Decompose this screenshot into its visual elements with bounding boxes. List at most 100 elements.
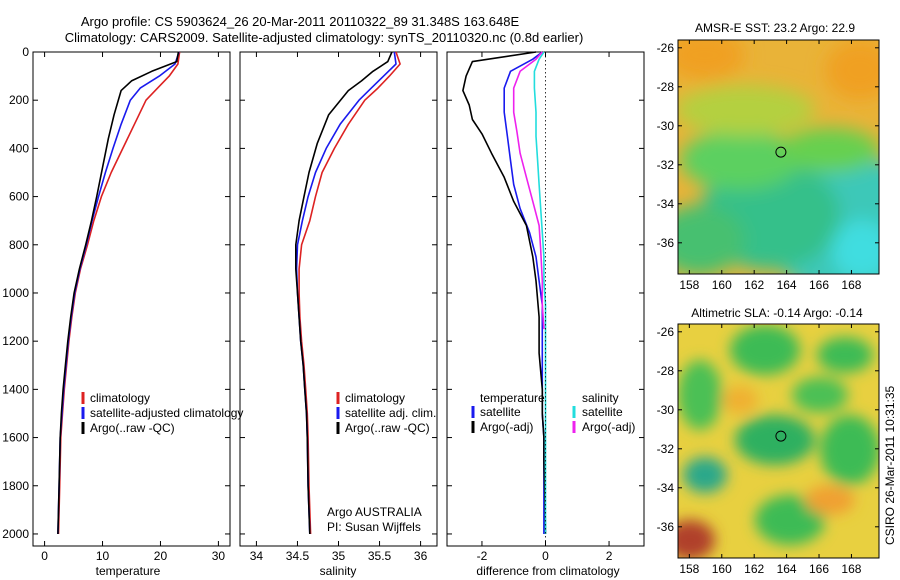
legend-label-climatology: climatology <box>90 391 150 405</box>
y-tick-label: 400 <box>9 141 29 155</box>
sla-low-patch <box>755 495 825 545</box>
y-tick-label: 200 <box>9 93 29 107</box>
x-tick-label: 0 <box>542 549 549 563</box>
difference-axis-label: difference from climatology <box>476 564 619 578</box>
map-x-tick-label: 164 <box>777 278 797 292</box>
series-line-temperature-argo-adj <box>462 51 547 535</box>
legend-label-climatology: climatology <box>345 391 405 405</box>
x-tick-label: 34.5 <box>286 549 310 563</box>
pi-note: PI: Susan Wijffels <box>327 520 421 534</box>
x-tick-label: 36 <box>414 549 428 563</box>
sla-argo-location-marker <box>775 430 787 442</box>
sla-map-frame <box>677 323 880 559</box>
axis-ticks: 0 10 20 30020040060080010001200140016001800… <box>2 45 644 563</box>
legend-label-sal-argo: Argo(-adj) <box>582 420 635 434</box>
series-line-salinity-satellite <box>533 51 547 534</box>
temperature-axis-label: temperature <box>96 564 161 578</box>
sst-argo-location-marker <box>775 146 787 158</box>
map-x-tick-label: 158 <box>679 562 699 576</box>
sla-map <box>678 324 879 558</box>
map-x-tick-label: 162 <box>744 278 764 292</box>
figure-title-line2: Climatology: CARS2009. Satellite-adjuste… <box>65 30 584 45</box>
temperature-legend: climatology satellite-adjusted climatolo… <box>81 391 243 435</box>
map-x-tick-label: 160 <box>712 562 732 576</box>
sst-warm-patch <box>678 40 745 80</box>
profile-lines <box>57 51 547 535</box>
y-tick-label: 0 <box>22 45 29 59</box>
map-x-tick-label: 162 <box>744 562 764 576</box>
sla-low-patch <box>678 360 722 430</box>
sla-low-patch <box>820 415 879 485</box>
map-x-tick-label: 166 <box>809 278 829 292</box>
temperature-panel-frame <box>32 51 231 547</box>
map-y-tick-label: -28 <box>657 80 675 94</box>
y-tick-label: 1800 <box>2 479 29 493</box>
map-x-tick-label: 168 <box>841 278 861 292</box>
x-tick-label: 20 <box>154 549 168 563</box>
map-y-tick-label: -26 <box>657 325 675 339</box>
sst-green-patch <box>680 130 800 190</box>
x-tick-label: 10 <box>96 549 110 563</box>
legend-group-temperature: temperature <box>480 391 545 405</box>
legend-label-sal-satellite: satellite <box>582 405 623 419</box>
series-line-climatology <box>298 51 401 535</box>
y-tick-label: 1400 <box>2 382 29 396</box>
x-tick-label: 35 <box>332 549 346 563</box>
series-line-salinity-argo-adj <box>512 51 545 330</box>
side-timestamp: CSIRO 26-Mar-2011 10:31:35 <box>883 385 897 545</box>
x-tick-label: 34 <box>250 549 264 563</box>
map-x-tick-label: 168 <box>841 562 861 576</box>
sst-map-ticks: 158 160 162 164 166 168 -26 -28 -30 -32 -34 -36 <box>657 40 879 292</box>
map-y-tick-label: -30 <box>657 403 675 417</box>
legend-label-satellite: satellite adj. clim. <box>345 406 436 420</box>
legend-label-argo: Argo(..raw -QC) <box>90 421 175 435</box>
sst-map-title: AMSR-E SST: 23.2 Argo: 22.9 <box>695 21 855 35</box>
sla-high-patch <box>805 485 855 515</box>
difference-legend: temperature satellite Argo(-adj) salinit… <box>471 391 635 434</box>
legend-label-temp-satellite: satellite <box>480 405 521 419</box>
map-x-tick-label: 164 <box>777 562 797 576</box>
x-tick-label: 2 <box>606 549 613 563</box>
map-y-tick-label: -32 <box>657 442 675 456</box>
sst-cyan-patch <box>832 220 879 274</box>
legend-label-argo: Argo(..raw -QC) <box>345 421 430 435</box>
x-tick-label: 0 <box>41 549 48 563</box>
map-y-tick-label: -32 <box>657 158 675 172</box>
sla-low-patch <box>683 457 727 493</box>
sst-green-patch <box>780 128 879 172</box>
salinity-axis-label: salinity <box>320 564 357 578</box>
series-line-argo-raw-qc <box>57 51 180 535</box>
x-tick-label: -2 <box>477 549 488 563</box>
sla-low-patch <box>735 415 815 465</box>
legend-group-salinity: salinity <box>582 391 619 405</box>
map-y-tick-label: -28 <box>657 364 675 378</box>
sst-cool-patch <box>678 205 745 274</box>
sst-map <box>678 40 879 274</box>
y-tick-label: 1000 <box>2 286 29 300</box>
y-tick-label: 600 <box>9 190 29 204</box>
y-tick-label: 1200 <box>2 334 29 348</box>
x-tick-label: 35.5 <box>368 549 392 563</box>
sla-low-patch <box>730 325 800 375</box>
sla-high-patch <box>678 520 715 558</box>
map-y-tick-label: -36 <box>657 236 675 250</box>
series-line-argo-raw-qc <box>294 51 393 535</box>
sla-map-title: Altimetric SLA: -0.14 Argo: -0.14 <box>691 306 863 320</box>
x-tick-label: 30 <box>212 549 226 563</box>
map-x-tick-label: 158 <box>679 278 699 292</box>
map-x-tick-label: 160 <box>712 278 732 292</box>
sla-low-patch <box>792 377 848 413</box>
sst-warm-patch <box>825 40 879 100</box>
y-tick-label: 1600 <box>2 431 29 445</box>
legend-label-temp-argo: Argo(-adj) <box>480 420 533 434</box>
figure-title-line1: Argo profile: CS 5903624_26 20-Mar-2011 … <box>81 14 520 29</box>
sla-map-ticks: 158 160 162 164 166 168 -26 -28 -30 -32 -34 -36 <box>657 324 879 576</box>
sst-mid-patch <box>678 85 815 135</box>
salinity-legend: climatology satellite adj. clim. Argo(..… <box>327 391 436 534</box>
y-tick-label: 2000 <box>2 527 29 541</box>
map-y-tick-label: -30 <box>657 119 675 133</box>
map-y-tick-label: -36 <box>657 520 675 534</box>
map-y-tick-label: -34 <box>657 197 675 211</box>
series-line-climatology <box>57 51 181 535</box>
